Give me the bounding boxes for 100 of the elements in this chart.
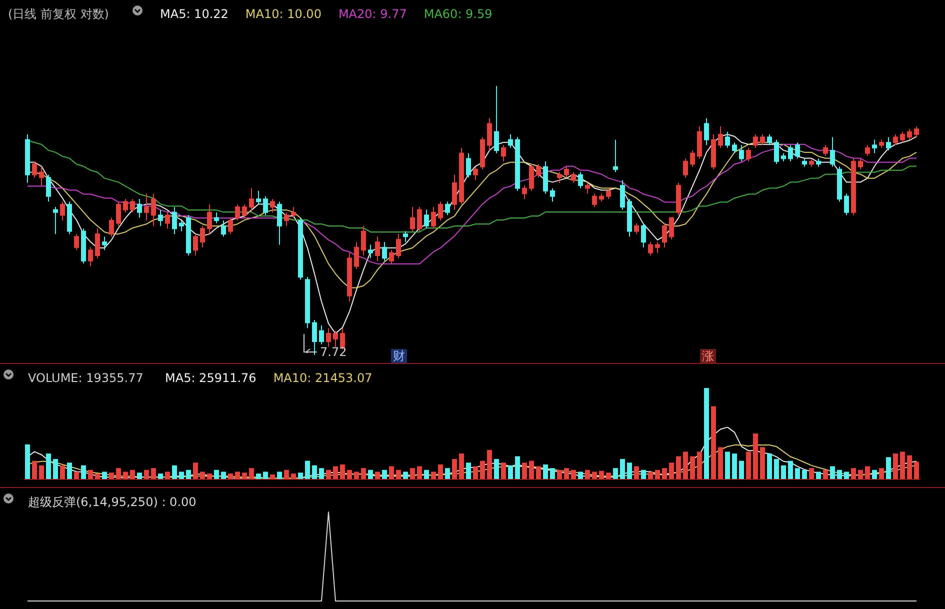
- candlestick: [746, 147, 751, 162]
- candlestick: [627, 198, 632, 238]
- bar: [95, 474, 100, 479]
- candlestick: [599, 193, 604, 202]
- bar: [599, 470, 604, 479]
- bar: [851, 468, 856, 479]
- candlestick: [361, 225, 366, 256]
- bar: [585, 470, 590, 479]
- bar: [662, 468, 667, 479]
- candlestick: [494, 86, 499, 154]
- bar: [613, 468, 618, 479]
- candlestick: [179, 220, 184, 232]
- candlestick: [879, 139, 884, 148]
- candlestick: [795, 142, 800, 160]
- candlestick: [501, 144, 506, 162]
- bar: [543, 464, 548, 479]
- candlestick: [480, 136, 485, 170]
- bar: [214, 470, 219, 479]
- bar: [81, 465, 86, 479]
- candlestick: [466, 152, 471, 178]
- bar: [487, 450, 492, 479]
- candlestick: [459, 147, 464, 205]
- candlestick: [256, 190, 261, 205]
- candlestick: [802, 158, 807, 168]
- bar: [760, 447, 765, 479]
- bar: [410, 468, 415, 479]
- bar: [753, 434, 758, 479]
- candlestick: [571, 172, 576, 184]
- candlestick: [249, 188, 254, 213]
- bar: [781, 465, 786, 479]
- candlestick: [529, 164, 534, 192]
- candlestick: [788, 144, 793, 162]
- bar: [634, 466, 639, 479]
- candlestick: [648, 242, 653, 256]
- candlestick: [438, 201, 443, 221]
- bar: [403, 472, 408, 479]
- bar: [431, 472, 436, 479]
- bar: [837, 470, 842, 479]
- bar: [347, 470, 352, 479]
- chart-title: (日线 前复权 对数): [8, 7, 109, 21]
- candlestick: [95, 228, 100, 259]
- bar: [886, 457, 891, 479]
- bar: [298, 472, 303, 479]
- bar: [914, 462, 919, 479]
- candlestick: [158, 209, 163, 226]
- bar: [249, 468, 254, 479]
- bar: [130, 470, 135, 479]
- candlestick: [200, 225, 205, 248]
- candlestick: [354, 242, 359, 270]
- bar: [123, 472, 128, 479]
- candlestick: [662, 222, 667, 248]
- candlestick: [683, 158, 688, 178]
- candlestick: [858, 158, 863, 170]
- candlestick: [522, 185, 527, 200]
- candlestick: [865, 144, 870, 156]
- bar: [522, 462, 527, 479]
- bar: [858, 470, 863, 479]
- bar: [445, 468, 450, 479]
- bar: [228, 474, 233, 479]
- candlestick: [403, 230, 408, 243]
- candlestick: [291, 206, 296, 218]
- candlestick: [368, 244, 373, 259]
- candlestick: [473, 166, 478, 181]
- candlestick: [914, 126, 919, 138]
- candlestick: [235, 204, 240, 221]
- bar: [186, 470, 191, 479]
- candlestick: [193, 233, 198, 256]
- bar: [165, 472, 170, 479]
- bar: [697, 452, 702, 479]
- candlestick: [277, 201, 282, 246]
- bar: [116, 468, 121, 479]
- bar: [39, 465, 44, 479]
- candlestick: [830, 136, 835, 168]
- candlestick: [452, 174, 457, 210]
- candlestick: [536, 164, 541, 178]
- bar: [375, 472, 380, 479]
- bar: [158, 474, 163, 479]
- bar: [879, 468, 884, 479]
- candlestick: [543, 160, 548, 194]
- candlestick: [270, 198, 275, 213]
- bar: [438, 464, 443, 479]
- bar: [767, 454, 772, 479]
- bar: [718, 447, 723, 479]
- candlestick: [172, 206, 177, 234]
- bar: [382, 470, 387, 479]
- candlestick: [872, 139, 877, 154]
- bar: [823, 470, 828, 479]
- candlestick: [900, 131, 905, 143]
- bar: [221, 472, 226, 479]
- bar: [655, 470, 660, 479]
- candlestick: [711, 134, 716, 170]
- candlestick: [816, 158, 821, 168]
- bar: [865, 466, 870, 479]
- candlestick: [165, 212, 170, 230]
- candlestick: [81, 228, 86, 264]
- candlestick: [312, 320, 317, 356]
- candlestick: [753, 134, 758, 148]
- bar: [620, 458, 625, 479]
- candlestick: [144, 193, 149, 221]
- candlestick: [284, 212, 289, 226]
